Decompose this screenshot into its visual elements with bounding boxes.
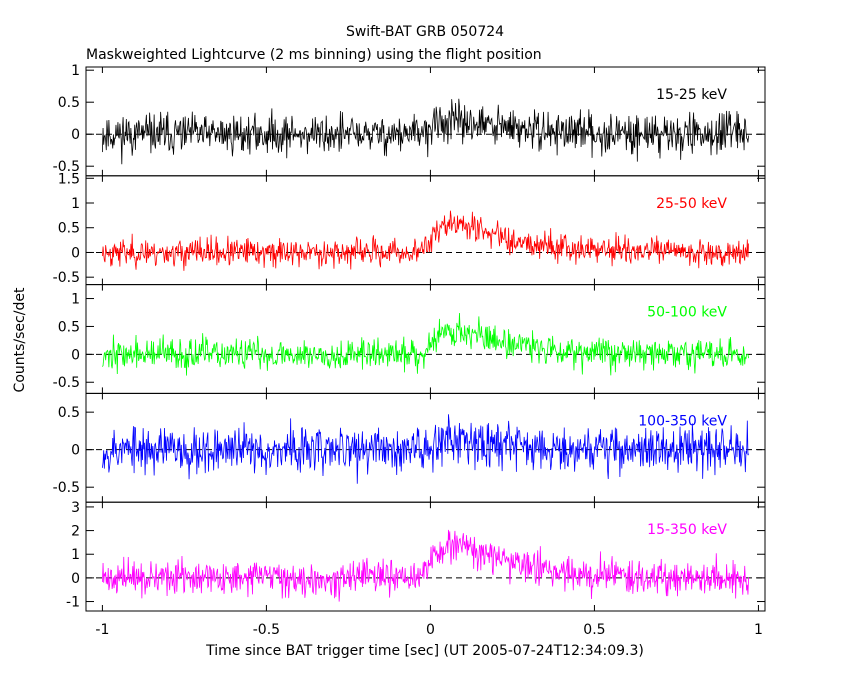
panel-1: 1 0.5 0 -0.5 15-25 keV: [53, 63, 766, 177]
x-tick-label: -1: [95, 622, 109, 638]
panel-3: 1 0.5 0 -0.5 50-100 keV: [53, 284, 766, 394]
y-tick-label: 1.5: [58, 171, 80, 187]
chart-title: Swift-BAT GRB 050724: [346, 24, 504, 40]
y-tick-label: 0.5: [58, 405, 80, 421]
panel-4: 0.5 0 -0.5 100-350 keV: [53, 392, 766, 503]
y-tick-label: 0.5: [58, 319, 80, 335]
y-tick-label: 0.5: [58, 221, 80, 237]
y-tick-label: -0.5: [53, 270, 80, 286]
y-tick-label: 0: [71, 127, 80, 143]
panel-5: 3 2 1 0 -1 15-350 keV: [66, 500, 766, 612]
band-label-3: 50-100 keV: [647, 305, 727, 321]
x-tick-label: 0.5: [583, 622, 605, 638]
y-tick-label: 1: [71, 547, 80, 563]
series-line-4: [102, 414, 749, 484]
y-tick-label: 0: [71, 571, 80, 587]
panel-2: 1.5 1 0.5 0 -0.5 25-50 keV: [53, 171, 766, 286]
y-tick-label: 1: [71, 63, 80, 79]
band-label-5: 15-350 keV: [647, 522, 727, 538]
series-line-1: [102, 98, 749, 165]
y-tick-label: -1: [66, 595, 80, 611]
y-tick-label: 0: [71, 347, 80, 363]
band-label-4: 100-350 keV: [638, 413, 727, 429]
series-line-2: [102, 210, 749, 271]
band-label-1: 15-25 keV: [656, 87, 727, 103]
y-tick-label: 0: [71, 245, 80, 261]
y-tick-label: 1: [71, 196, 80, 212]
y-tick-label: -0.5: [53, 375, 80, 391]
y-axis-label: Counts/sec/det: [12, 287, 28, 392]
panel-frame: [85, 175, 766, 286]
panel-frame: [85, 501, 766, 612]
band-label-2: 25-50 keV: [656, 196, 727, 212]
y-tick-label: 3: [71, 500, 80, 516]
series-line-3: [102, 312, 749, 376]
y-tick-label: -0.5: [53, 159, 80, 175]
x-tick-label: 0: [426, 622, 435, 638]
panel-frame: [85, 284, 766, 394]
chart-subtitle: Maskweighted Lightcurve (2 ms binning) u…: [86, 47, 542, 63]
x-axis-label: Time since BAT trigger time [sec] (UT 20…: [205, 643, 644, 659]
series-line-5: [102, 529, 749, 602]
y-tick-label: -0.5: [53, 480, 80, 496]
y-tick-label: 1: [71, 292, 80, 308]
y-tick-label: 2: [71, 524, 80, 540]
y-tick-label: 0: [71, 443, 80, 459]
x-tick-label: -0.5: [253, 622, 280, 638]
x-tick-label: 1: [754, 622, 763, 638]
y-tick-label: 0.5: [58, 95, 80, 111]
